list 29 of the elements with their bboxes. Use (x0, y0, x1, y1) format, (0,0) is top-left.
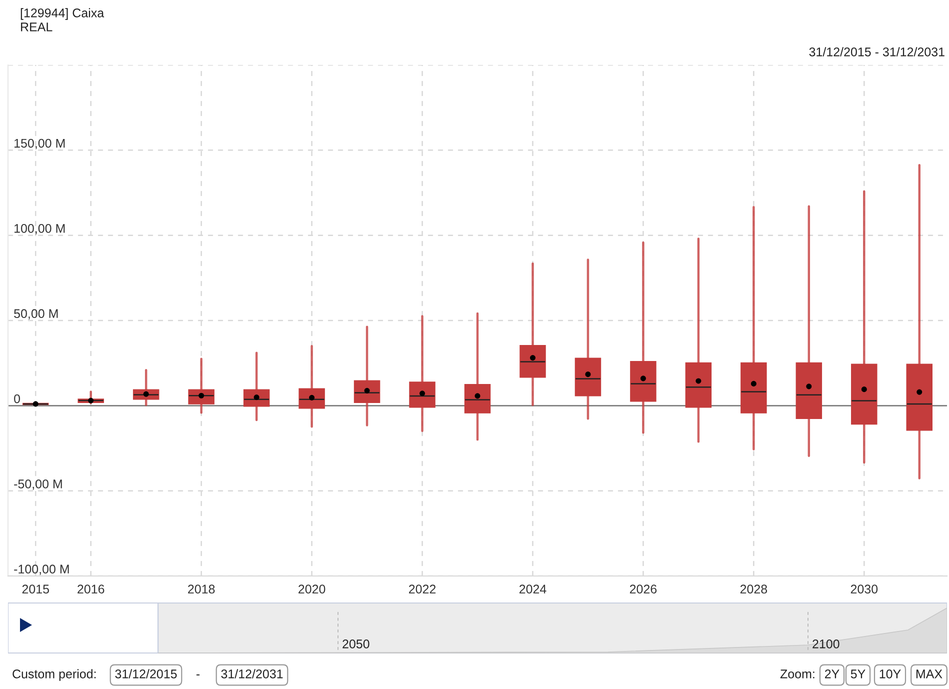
text: 31/12/2015 - 31/12/2031 (809, 47, 944, 56)
text: 31/12/2031 (221, 669, 283, 678)
text: 2050 (342, 640, 370, 648)
text: - (196, 674, 200, 676)
text: 31/12/2015 (115, 669, 177, 678)
chart-subtitle: REAL (21, 22, 52, 32)
text: 2100 (812, 640, 840, 648)
x-tick-label: 2028 (740, 584, 768, 594)
y-tick-label: 0 (14, 394, 20, 404)
x-tick-label: 2024 (519, 584, 546, 594)
text: MAX (916, 670, 942, 678)
y-tick-label: 150,00 M (14, 138, 65, 150)
x-tick-label: 2030 (850, 584, 878, 594)
text: 5Y (850, 670, 866, 678)
y-tick-label: 100,00 M (14, 224, 65, 234)
x-tick-label: 2020 (298, 584, 326, 594)
text: 2Y (824, 670, 840, 678)
x-tick-label: 2016 (78, 584, 104, 594)
x-tick-label: 2015 (22, 584, 49, 594)
text: Custom period: (12, 669, 96, 681)
x-tick-label: 2026 (630, 584, 657, 594)
y-tick-label: 50,00 M (14, 309, 58, 320)
y-tick-label: -100,00 M (14, 564, 69, 576)
text: 10Y (880, 670, 901, 678)
x-tick-label: 2018 (188, 584, 215, 594)
chart-title: [129944] Caixa (20, 8, 104, 20)
y-tick-label: -50,00 M (14, 480, 62, 490)
text: Zoom: (780, 670, 814, 678)
x-tick-label: 2022 (408, 584, 436, 594)
